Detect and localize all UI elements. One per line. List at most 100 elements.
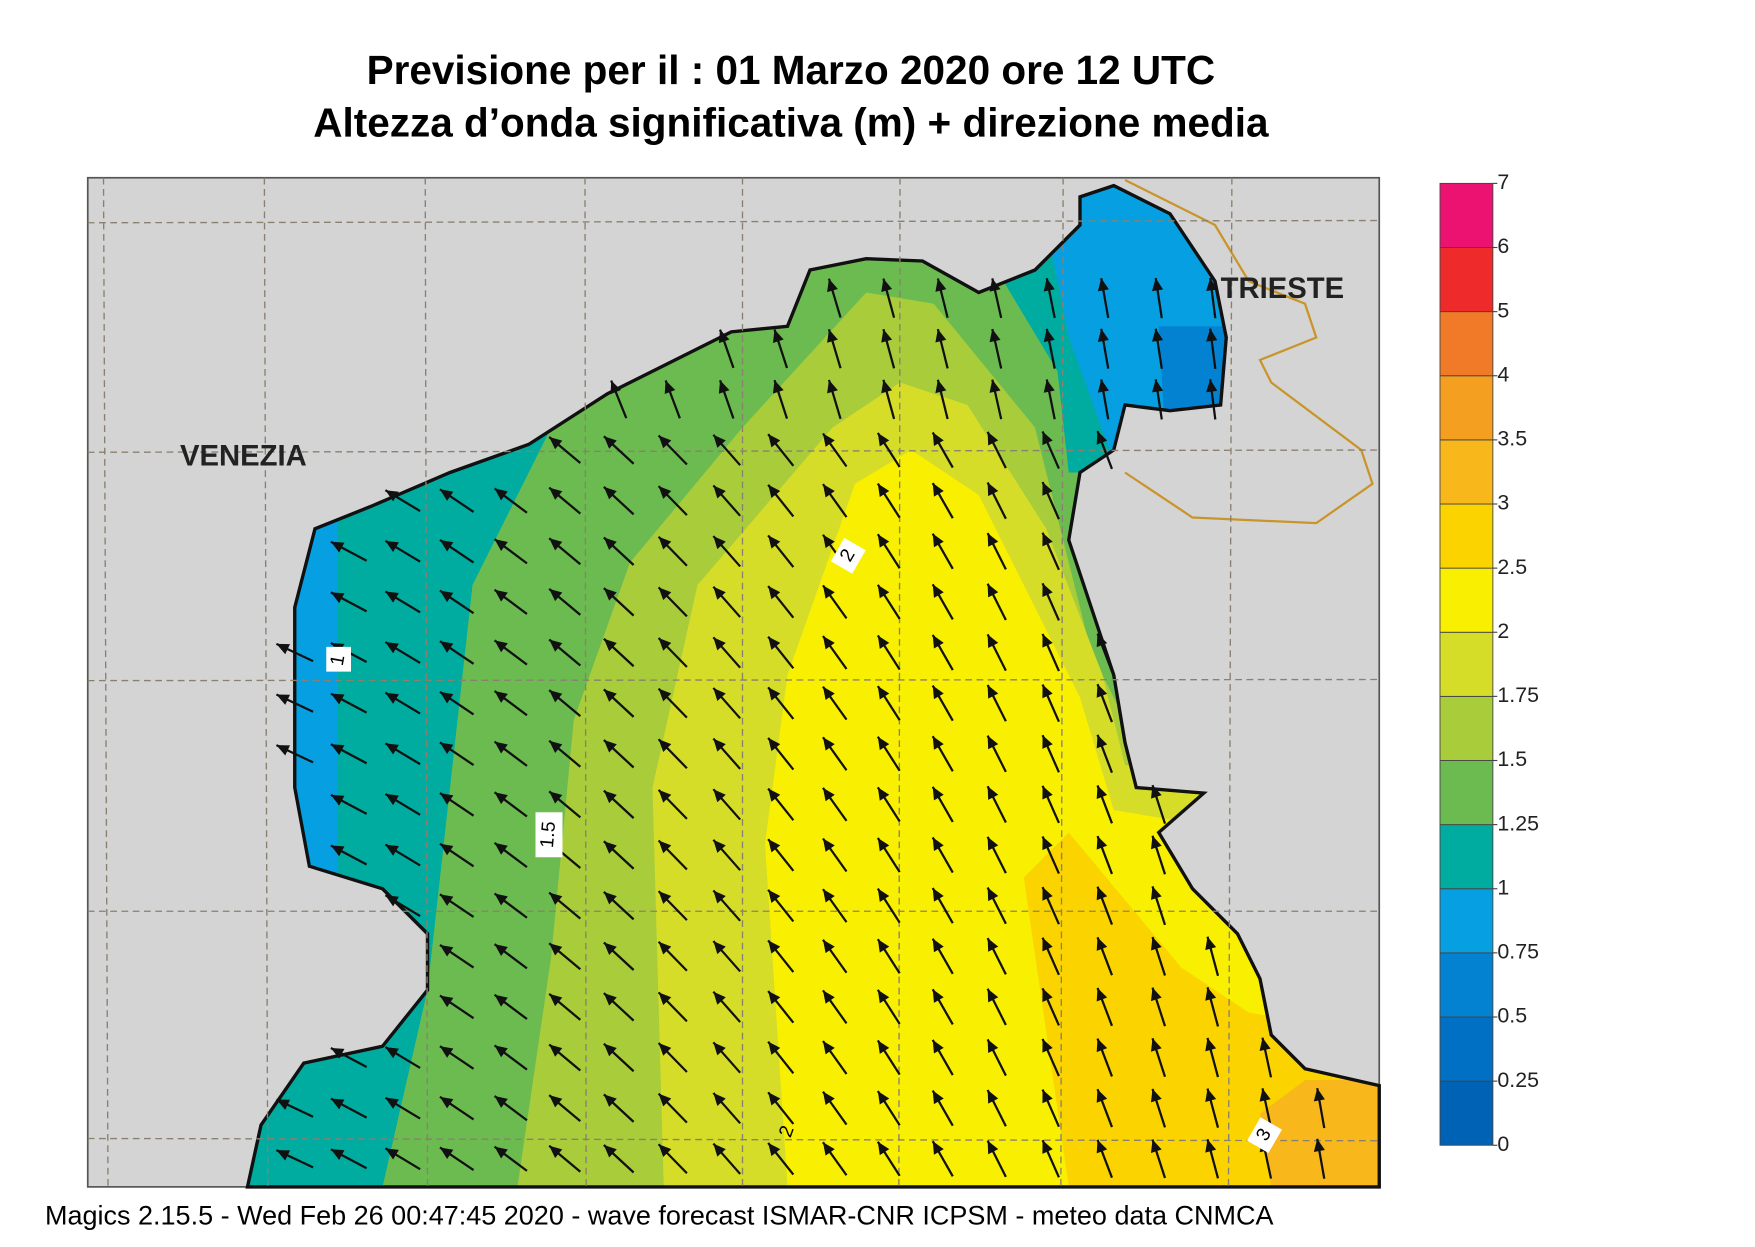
- arrow-head: [494, 1045, 508, 1058]
- arrow-head: [549, 740, 563, 754]
- arrow-head: [385, 540, 399, 553]
- arrow-head: [439, 944, 454, 957]
- arrow-head: [1042, 937, 1053, 952]
- arrow-head: [439, 843, 454, 856]
- arrow-head: [713, 789, 726, 803]
- arrow-head: [877, 635, 890, 649]
- arrow-head: [987, 1039, 999, 1053]
- arrow-head: [1150, 785, 1162, 799]
- color-band: [1439, 247, 1494, 313]
- arrow-head: [822, 585, 835, 599]
- zone: [1260, 1080, 1380, 1187]
- colorbar-tick-label: 1.5: [1497, 747, 1527, 771]
- arrow-head: [494, 690, 508, 703]
- place-label: VENEZIA: [180, 441, 307, 473]
- arrow-head: [549, 588, 563, 602]
- arrow-head: [1152, 278, 1164, 292]
- arrow-head: [439, 1147, 454, 1160]
- arrow-head: [932, 483, 944, 497]
- arrow-head: [768, 788, 781, 802]
- arrow-head: [603, 740, 617, 753]
- arrow-head: [385, 844, 399, 856]
- arrow-head: [1150, 835, 1162, 850]
- arrow-head: [1206, 379, 1218, 393]
- arrow-head: [1205, 987, 1217, 1001]
- arrow-head: [603, 993, 617, 1006]
- arrow-head: [658, 435, 672, 449]
- arrow-head: [1042, 1140, 1053, 1154]
- arrow-head: [713, 890, 726, 904]
- arrow-head: [935, 278, 947, 292]
- arrow-head: [772, 380, 784, 394]
- arrow-head: [932, 837, 944, 851]
- arrow-head: [713, 536, 726, 550]
- arrow-head: [713, 738, 726, 752]
- color-band: [1439, 695, 1494, 761]
- arrow-head: [822, 838, 835, 852]
- arrow-head: [822, 990, 835, 1004]
- arrow-head: [987, 1140, 999, 1155]
- arrow-head: [1313, 1088, 1325, 1102]
- arrow-head: [877, 1141, 890, 1156]
- arrow-head: [1096, 1089, 1108, 1103]
- arrow-head: [658, 486, 672, 499]
- direction-arrows: [275, 277, 1326, 1179]
- arrow-head: [713, 839, 726, 853]
- arrow-head: [877, 837, 890, 852]
- arrow-head: [494, 893, 508, 906]
- color-band: [1439, 824, 1494, 890]
- arrow-head: [385, 793, 399, 806]
- arrow-head: [385, 642, 399, 654]
- arrow-head: [877, 534, 890, 548]
- arrow-head: [877, 483, 890, 498]
- colorbar-tick-label: 7: [1497, 170, 1509, 194]
- arrow-head: [439, 691, 454, 704]
- arrow-head: [603, 790, 617, 804]
- arrow-head: [1042, 684, 1053, 699]
- label-box: [1247, 1117, 1282, 1154]
- arrow-head: [768, 687, 781, 701]
- colorbar-tick-label: 5: [1497, 298, 1509, 322]
- arrow-head: [549, 690, 563, 703]
- arrow-head: [549, 791, 563, 804]
- arrow-head: [822, 1041, 835, 1055]
- arrow-head: [987, 988, 999, 1003]
- arrow-head: [439, 995, 454, 1008]
- arrow-head: [772, 329, 784, 343]
- arrow-head: [1042, 785, 1053, 800]
- colorbar-tick-label: 0.75: [1497, 940, 1539, 964]
- arrow-head: [276, 745, 291, 756]
- arrow-head: [1152, 328, 1164, 342]
- arrow-head: [549, 943, 563, 956]
- arrow-head: [549, 538, 563, 551]
- arrow-head: [1205, 1139, 1217, 1153]
- arrow-head: [822, 636, 835, 650]
- colorbar-tick-label: 1: [1497, 875, 1509, 899]
- arrow-head: [1150, 1088, 1162, 1103]
- arrow-head: [603, 436, 617, 449]
- arrow-head: [718, 380, 730, 394]
- arrow-head: [658, 1093, 672, 1107]
- colorbar-tick-label: 0.5: [1497, 1004, 1527, 1028]
- arrow-head: [1097, 278, 1109, 292]
- arrow-head: [1096, 886, 1108, 901]
- arrow-head: [549, 639, 563, 652]
- label-box: [326, 646, 351, 672]
- arrow-head: [1096, 431, 1108, 445]
- arrow-head: [987, 482, 999, 497]
- arrow-head: [989, 328, 1001, 343]
- arrow-head: [494, 640, 508, 653]
- arrow-head: [1043, 379, 1055, 393]
- arrow-head: [439, 1046, 454, 1058]
- arrow-head: [494, 842, 508, 855]
- arrow-head: [1042, 887, 1053, 901]
- arrow-head: [1150, 987, 1162, 1002]
- arrow-head: [276, 1099, 291, 1110]
- arrow-head: [822, 433, 835, 447]
- arrow-head: [603, 891, 617, 905]
- arrow-head: [385, 490, 399, 502]
- arrow-head: [330, 592, 345, 604]
- arrow-head: [276, 694, 291, 705]
- arrow-head: [1096, 734, 1108, 749]
- arrow-head: [439, 539, 454, 552]
